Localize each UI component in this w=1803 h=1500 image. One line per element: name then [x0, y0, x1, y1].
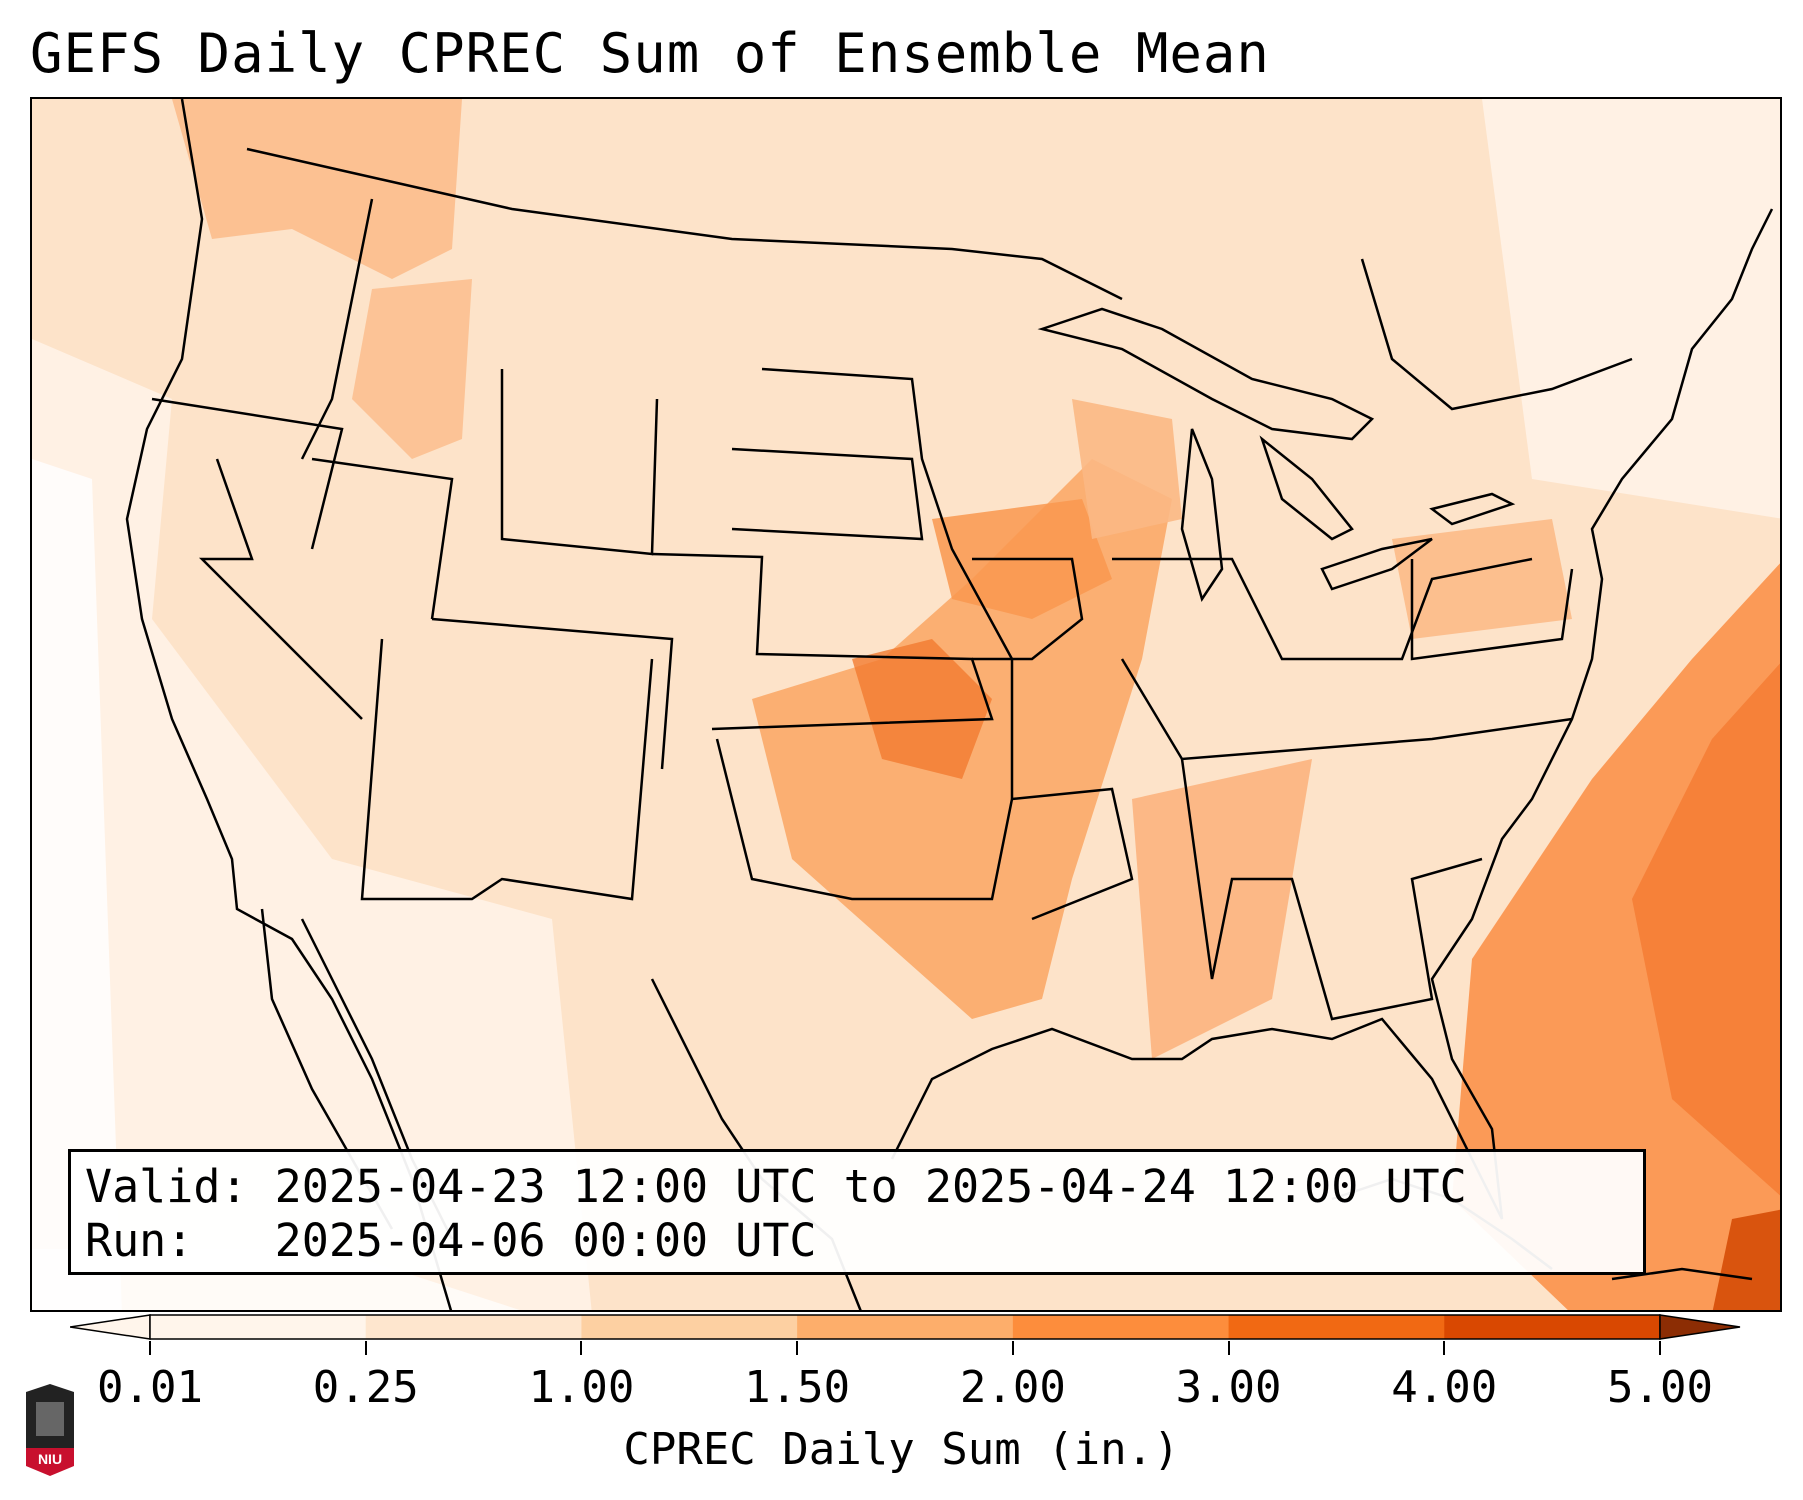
idaho-oregon-line: [300, 198, 374, 460]
colorado-kansas-lines: [651, 552, 994, 731]
colorbar-tick-mark: [1011, 1341, 1014, 1355]
colorbar-tick-label: 4.00: [1391, 1362, 1498, 1413]
caribbean-max: [1712, 1209, 1780, 1310]
run-label: Run:: [85, 1214, 194, 1267]
lake-superior: [1037, 307, 1375, 441]
idaho-precip: [352, 279, 472, 459]
pacific-dry-field: [32, 459, 122, 1310]
wyoming-outline: [500, 369, 659, 556]
utah-arizona-line: [431, 617, 674, 770]
colorbar-tick-mark: [1659, 1341, 1661, 1355]
colorbar-segment: [365, 1315, 582, 1339]
run-row: Run: 2025-04-06 00:00 UTC: [85, 1214, 1629, 1268]
logo-text: NIU: [38, 1451, 62, 1467]
oregon-california-line: [151, 397, 344, 550]
valid-value: 2025-04-23 12:00 UTC to 2025-04-24 12:00…: [274, 1160, 1467, 1213]
state-borders: [151, 147, 1574, 1021]
arkansas-louisiana-lines: [1011, 787, 1134, 921]
colorbar-tick-mark: [1227, 1341, 1230, 1355]
nebraska-outline: [731, 447, 924, 541]
logo-window-icon: [36, 1402, 64, 1436]
st-lawrence-line: [1360, 258, 1633, 411]
nevada-lines: [198, 458, 363, 720]
us-canada-border: [246, 147, 1123, 301]
utah-idaho-line: [311, 457, 454, 620]
colorbar-tick-mark: [580, 1341, 583, 1355]
pacific-coast: [125, 99, 453, 1310]
nw-precip: [172, 99, 462, 279]
colorbar-tick-label: 0.25: [312, 1362, 419, 1413]
wisconsin-precip: [1072, 399, 1182, 539]
colorbar-tick-mark: [796, 1341, 799, 1355]
ohio-valley-lines: [1112, 557, 1533, 661]
colorbar-segment: [581, 1315, 798, 1339]
colorbar: [70, 1314, 1741, 1340]
colorbar-tick-mark: [149, 1341, 151, 1355]
pennsylvania-precip: [1392, 519, 1572, 639]
precip-map: Valid: 2025-04-23 12:00 UTC to 2025-04-2…: [30, 97, 1782, 1312]
pennsylvania-outline: [1410, 559, 1574, 661]
arizona-newmexico-lines: [360, 638, 654, 901]
colorbar-tick-mark: [364, 1341, 367, 1355]
colorbar-segment: [150, 1315, 367, 1339]
map-canvas: [32, 99, 1780, 1310]
lake-michigan: [1180, 428, 1224, 602]
atlantic-ne-light: [1482, 99, 1780, 519]
colorbar-segment: [1012, 1315, 1230, 1339]
niu-logo: NIU: [26, 1384, 74, 1476]
atlantic-gulf-coast: [890, 208, 1774, 1220]
colorbar-segment: [797, 1315, 1014, 1339]
oklahoma-texas-lines: [715, 738, 1014, 901]
colorbar-tick-label: 2.00: [959, 1362, 1066, 1413]
gulf-coast-precip: [1132, 759, 1312, 1059]
colorbar-tick-label: 0.01: [97, 1362, 203, 1413]
logo-banner-icon: [26, 1448, 74, 1476]
great-lakes: [1037, 307, 1516, 602]
lake-ontario: [1429, 492, 1516, 526]
hispaniola-outline: [1611, 1267, 1753, 1281]
validity-info-box: Valid: 2025-04-23 12:00 UTC to 2025-04-2…: [68, 1149, 1646, 1275]
atlantic-plume: [1452, 563, 1780, 1310]
lake-erie: [1320, 537, 1433, 591]
atlantic-plume-core: [1632, 663, 1780, 1196]
tennessee-kentucky-lines: [1120, 658, 1573, 761]
colorbar-segments: [149, 1314, 1661, 1340]
colorbar-high-extend: [1659, 1314, 1741, 1340]
colorbar-label: CPREC Daily Sum (in.): [623, 1424, 1180, 1475]
dry-west-field: [32, 339, 592, 1310]
colorbar-segment: [1444, 1315, 1661, 1339]
kansas-precip-max: [852, 639, 992, 779]
colorbar-low-extend: [70, 1314, 151, 1340]
lake-huron: [1259, 435, 1354, 541]
valid-row: Valid: 2025-04-23 12:00 UTC to 2025-04-2…: [85, 1160, 1629, 1214]
colorbar-segment: [1228, 1315, 1445, 1339]
valid-label: Valid:: [85, 1160, 248, 1213]
colorbar-tick-mark: [1443, 1341, 1446, 1355]
dakotas-minnesota-lines: [761, 367, 1014, 799]
colorbar-tick-label: 1.50: [744, 1362, 851, 1413]
missouri-iowa-lines: [972, 557, 1084, 661]
colorbar-tick-label: 1.00: [528, 1362, 635, 1413]
colorbar-tick-label: 5.00: [1607, 1362, 1713, 1413]
map-title: GEFS Daily CPREC Sum of Ensemble Mean: [30, 22, 1270, 85]
southeast-state-lines: [1180, 758, 1483, 1021]
colorbar-tick-label: 3.00: [1175, 1362, 1282, 1413]
run-value: 2025-04-06 00:00 UTC: [274, 1214, 817, 1267]
